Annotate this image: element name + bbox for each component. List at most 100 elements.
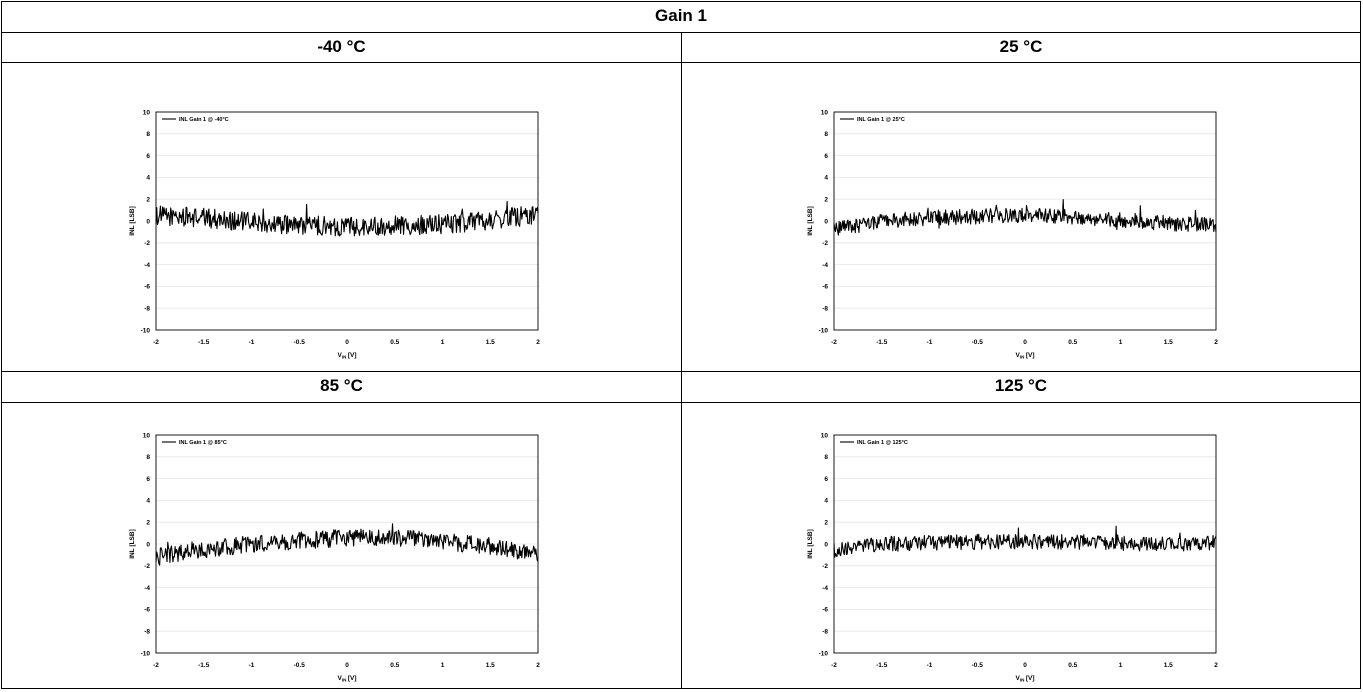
x-tick-label: -1 [927,339,933,346]
y-tick-label: 10 [143,109,151,116]
x-tick-label: 0 [345,662,349,669]
plot-area [833,111,1217,331]
x-tick-label: 0.5 [1068,339,1077,346]
chart-panel-minus40: 10 8 6 4 2 0 -2 -4 -6 -8 -10 -2 -1.5 -1 -0.5 0 0.5 1 1.5 2 I… [122,104,552,369]
x-axis-label-main: V [337,675,342,682]
x-tick-label: 2 [536,339,540,346]
x-axis-label-main: V [1015,352,1020,359]
x-tick-label: 1 [441,662,445,669]
y-tick-label: -6 [822,284,828,291]
x-tick-label: -1.5 [198,339,210,346]
y-tick-label: -8 [822,629,828,636]
y-tick-label: 2 [824,197,828,204]
x-tick-label: -2 [831,339,837,346]
y-tick-label: 8 [824,454,828,461]
x-tick-label: 0.5 [1068,662,1077,669]
y-tick-label: -10 [819,650,829,657]
y-tick-label: 4 [146,175,150,182]
x-tick-label: 0 [1023,662,1027,669]
y-tick-label: 0 [146,541,150,548]
legend-label: INL Gain 1 @ -40°C [179,117,229,123]
y-tick-label: 8 [146,454,150,461]
x-tick-label: -1.5 [876,339,888,346]
header-minus40: -40 °C [317,37,366,56]
y-tick-label: 0 [146,218,150,225]
y-tick-label: 10 [821,109,829,116]
y-tick-label: -4 [822,585,828,592]
x-tick-label: -1.5 [198,662,210,669]
legend-label: INL Gain 1 @ 25°C [857,117,905,123]
y-axis-label: INL [LSB] [807,529,814,559]
x-axis-label-subscript: IN [342,678,347,683]
series-line [155,523,539,566]
x-tick-label: -2 [153,339,159,346]
x-tick-label: 1 [1119,662,1123,669]
x-tick-label: -1 [927,662,933,669]
table-title: Gain 1 [655,6,707,25]
x-axis-label: VIN [V] [1015,352,1034,360]
x-axis-label-unit: [V] [1026,675,1035,682]
y-tick-label: -10 [141,327,151,334]
x-tick-label: 1 [441,339,445,346]
y-tick-label: 4 [146,498,150,505]
chart-panel-125: 10 8 6 4 2 0 -2 -4 -6 -8 -10 -2 -1.5 -1 -0.5 0 0.5 1 1.5 2 I… [800,427,1230,692]
x-axis-label-unit: [V] [348,352,357,359]
y-tick-label: 6 [824,476,828,483]
x-axis-label-subscript: IN [1020,678,1025,683]
y-tick-label: -2 [144,240,150,247]
x-axis-label: VIN [V] [1015,675,1034,683]
series-line [833,525,1217,558]
x-tick-label: 0 [1023,339,1027,346]
x-tick-label: -2 [153,662,159,669]
y-tick-label: -6 [822,607,828,614]
y-tick-label: 6 [146,153,150,160]
y-axis-label: INL [LSB] [129,529,136,559]
y-tick-label: 10 [821,432,829,439]
y-tick-label: -8 [822,306,828,313]
x-tick-label: 2 [1214,339,1218,346]
y-tick-label: -6 [144,607,150,614]
y-tick-label: -6 [144,284,150,291]
y-tick-label: 0 [824,218,828,225]
x-tick-label: -1.5 [876,662,888,669]
header-125: 125 °C [994,376,1048,395]
x-axis-label: VIN [V] [337,352,356,360]
header-85: 85 °C [320,376,363,395]
y-axis-label: INL [LSB] [129,206,136,236]
y-tick-label: 10 [143,432,151,439]
chart-panel-25: 10 8 6 4 2 0 -2 -4 -6 -8 -10 -2 -1.5 -1 -0.5 0 0.5 1 1.5 2 I… [800,104,1230,369]
legend-label: INL Gain 1 @ 85°C [179,440,227,446]
y-tick-label: -4 [144,262,150,269]
y-tick-label: -2 [822,240,828,247]
series-line [833,198,1217,236]
y-tick-label: 6 [146,476,150,483]
y-tick-label: -4 [144,585,150,592]
x-axis-label: VIN [V] [337,675,356,683]
series-line [155,200,539,237]
y-tick-label: -2 [144,563,150,570]
y-tick-label: 8 [824,131,828,138]
x-tick-label: -0.5 [294,339,306,346]
y-tick-label: 2 [146,197,150,204]
x-tick-label: 1.5 [486,339,495,346]
y-tick-label: -10 [141,650,151,657]
x-tick-label: 1.5 [1164,662,1173,669]
y-tick-label: 4 [824,498,828,505]
x-tick-label: -0.5 [294,662,306,669]
x-axis-label-main: V [1015,675,1020,682]
legend-label: INL Gain 1 @ 125°C [857,440,908,446]
x-axis-label-subscript: IN [342,355,347,360]
x-axis-label-unit: [V] [1026,352,1035,359]
chart-panel-85: 10 8 6 4 2 0 -2 -4 -6 -8 -10 -2 -1.5 -1 -0.5 0 0.5 1 1.5 2 I… [122,427,552,692]
column-divider [681,32,682,688]
x-tick-label: 1 [1119,339,1123,346]
y-tick-label: -2 [822,563,828,570]
x-tick-label: -0.5 [972,662,984,669]
y-tick-label: -8 [144,629,150,636]
y-tick-label: -4 [822,262,828,269]
